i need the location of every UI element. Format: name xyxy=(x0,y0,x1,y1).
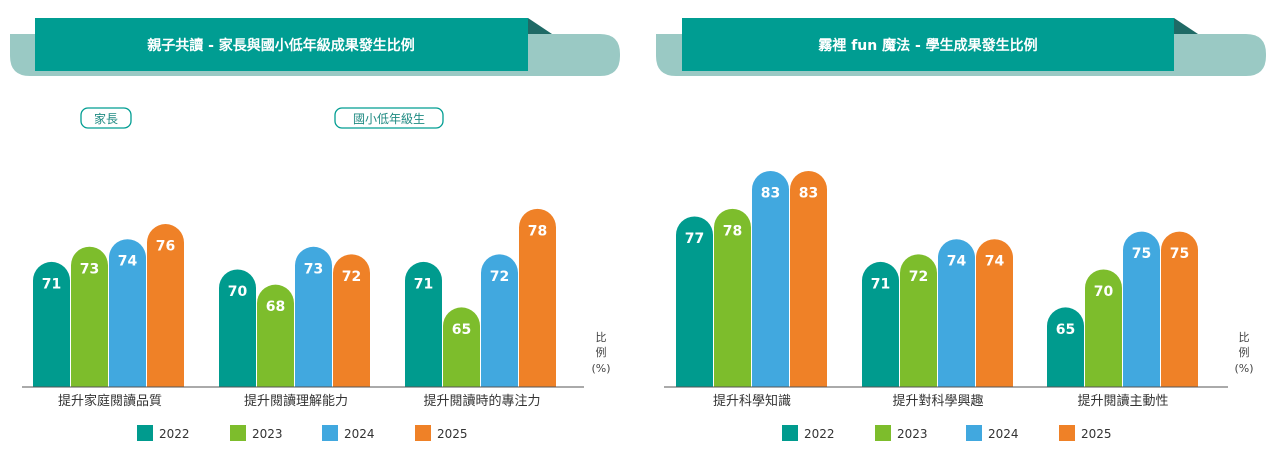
data-label: 71 xyxy=(414,276,433,292)
bar-2024 xyxy=(295,246,332,387)
legend-swatch-2023 xyxy=(875,425,891,441)
data-label: 74 xyxy=(985,254,1005,270)
legend-swatch-2025 xyxy=(1059,425,1075,441)
legend-label: 2025 xyxy=(1081,427,1112,441)
bar-2025 xyxy=(976,239,1013,387)
bar-2025 xyxy=(790,170,827,387)
bar-2023 xyxy=(443,307,480,387)
data-label: 73 xyxy=(304,261,323,277)
bar-2023 xyxy=(714,208,751,387)
data-label: 72 xyxy=(909,269,928,285)
data-label: 78 xyxy=(528,223,547,239)
data-label: 72 xyxy=(342,269,361,285)
legend-swatch-2025 xyxy=(415,425,431,441)
bar-2023 xyxy=(257,284,294,387)
data-label: 75 xyxy=(1170,246,1189,262)
data-label: 65 xyxy=(452,322,471,338)
legend-label: 2022 xyxy=(159,427,190,441)
legend-swatch-2022 xyxy=(137,425,153,441)
bar-2023 xyxy=(71,246,109,387)
y-unit-label: 例 xyxy=(1239,345,1250,359)
bar-2022 xyxy=(862,261,899,387)
bar-group: 71 73 74 76 70 68 73 72 71 65 72 78 xyxy=(33,208,556,387)
data-label: 68 xyxy=(266,299,285,315)
category-label: 提升閱讀理解能力 xyxy=(244,393,348,409)
data-label: 65 xyxy=(1056,322,1075,338)
legend-swatch-2022 xyxy=(782,425,798,441)
bar-2024 xyxy=(1123,231,1160,387)
legend-swatch-2023 xyxy=(230,425,246,441)
banner xyxy=(682,18,1174,71)
data-label: 78 xyxy=(723,223,742,239)
bar-2025 xyxy=(1161,231,1198,387)
bar-2025 xyxy=(519,208,556,387)
bar-2024 xyxy=(938,239,975,387)
y-unit-label: 比 xyxy=(1239,331,1250,344)
bar-2024 xyxy=(481,254,518,387)
data-label: 76 xyxy=(156,239,175,255)
bar-2025 xyxy=(147,224,184,387)
chart-panel-parent-child-reading: 親子共讀 - 家長與國小低年級成果發生比例 家長 國小低年級生 71 73 74 76… xyxy=(0,0,622,455)
data-label: 83 xyxy=(799,185,818,201)
chart-title: 霧裡 fun 魔法 - 學生成果發生比例 xyxy=(818,37,1037,54)
bar-2022 xyxy=(676,216,713,387)
data-label: 71 xyxy=(871,276,890,292)
bar-2022 xyxy=(405,261,442,387)
data-label: 75 xyxy=(1132,246,1151,262)
banner-fold xyxy=(528,18,552,34)
y-unit-label: 比 xyxy=(596,331,607,344)
chart-svg-1: 親子共讀 - 家長與國小低年級成果發生比例 家長 國小低年級生 71 73 74 76… xyxy=(10,18,620,441)
group-tag-box xyxy=(80,107,132,129)
bar-2023 xyxy=(1085,269,1122,387)
bar-2022 xyxy=(33,261,70,387)
y-unit-label: 例 xyxy=(596,345,607,359)
legend-label: 2024 xyxy=(988,427,1019,441)
banner xyxy=(35,18,528,71)
data-label: 74 xyxy=(118,254,138,270)
legend-label: 2024 xyxy=(344,427,375,441)
chart-title: 親子共讀 - 家長與國小低年級成果發生比例 xyxy=(147,37,415,54)
category-label: 提升科學知識 xyxy=(713,393,791,409)
legend-label: 2023 xyxy=(252,427,283,441)
y-unit-label: (%) xyxy=(591,362,610,375)
category-label: 提升家庭閱讀品質 xyxy=(58,393,162,409)
category-label: 提升對科學興趣 xyxy=(892,393,983,409)
legend-label: 2023 xyxy=(897,427,928,441)
data-label: 77 xyxy=(685,231,704,247)
y-unit-label: (%) xyxy=(1234,362,1253,375)
bar-2023 xyxy=(900,254,937,387)
bar-2025 xyxy=(333,254,370,387)
data-label: 72 xyxy=(490,269,509,285)
category-label: 提升閱讀時的專注力 xyxy=(423,393,540,409)
bar-2022 xyxy=(1047,307,1084,387)
group-tag-box xyxy=(334,107,444,129)
category-label: 提升閱讀主動性 xyxy=(1077,393,1168,409)
legend-swatch-2024 xyxy=(322,425,338,441)
data-label: 73 xyxy=(80,261,99,277)
legend-swatch-2024 xyxy=(966,425,982,441)
chart-panel-science-magic: 霧裡 fun 魔法 - 學生成果發生比例 77 78 83 83 71 72 74 74 65 7… xyxy=(646,0,1268,455)
data-label: 83 xyxy=(761,185,780,201)
banner-fold xyxy=(1174,18,1198,34)
data-label: 70 xyxy=(1094,284,1114,300)
bar-2024 xyxy=(109,239,146,387)
bar-2024 xyxy=(752,170,789,387)
data-label: 74 xyxy=(947,254,967,270)
legend-label: 2025 xyxy=(437,427,468,441)
bar-2022 xyxy=(219,269,256,387)
data-label: 71 xyxy=(42,276,61,292)
bar-group: 77 78 83 83 71 72 74 74 65 70 75 75 xyxy=(676,170,1198,387)
group-tag-parents: 家長 xyxy=(94,111,118,126)
legend-label: 2022 xyxy=(804,427,835,441)
group-tag-students: 國小低年級生 xyxy=(353,112,425,126)
data-label: 70 xyxy=(228,284,248,300)
